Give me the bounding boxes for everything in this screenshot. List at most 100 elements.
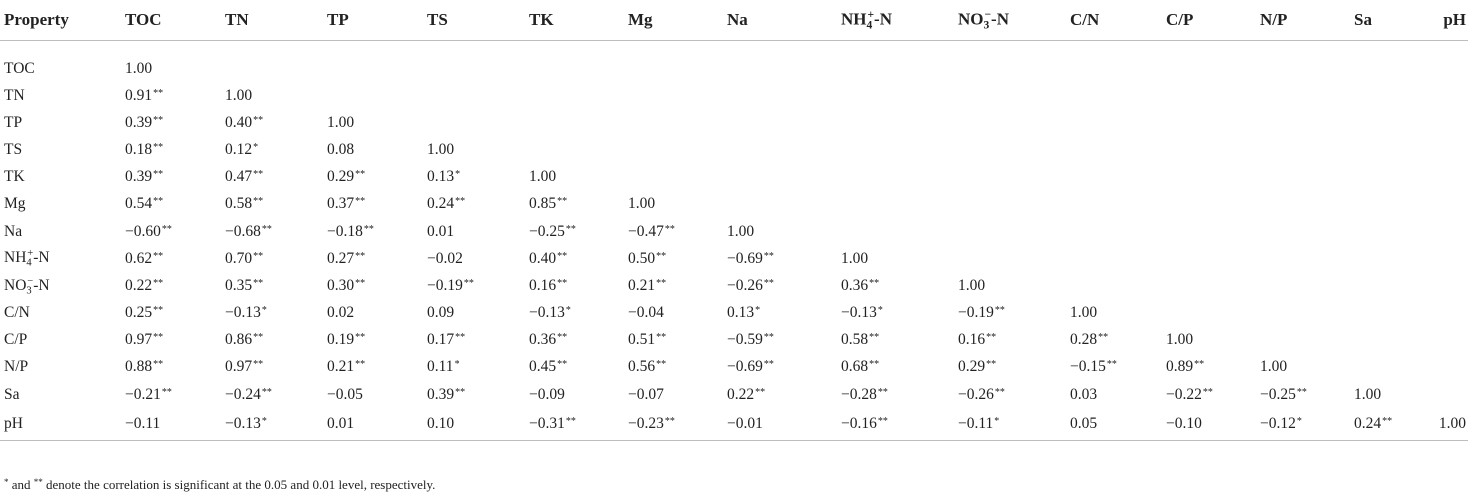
table-cell: 0.03 [1070,385,1098,403]
row-label: C/P [4,331,28,349]
table-cell: −0.09 [529,385,565,403]
table-cell [1350,300,1427,327]
table-cell: −0.11* [954,408,1066,442]
table-cell: −0.04 [628,304,664,322]
table-cell [723,191,837,218]
table-cell: 0.97** [125,331,164,349]
significance-marker: ** [153,305,164,317]
table-cell: 1.00 [125,59,153,77]
table-cell: 0.17** [427,331,466,349]
table-row: NH4+-N 0.62** 0.70** 0.27** −0.02 0.40** 0.50*… [0,245,1468,272]
table-cell [1427,300,1468,327]
table-cell [723,164,837,191]
significance-marker: ** [986,359,997,371]
table-footnote: * and ** denote the correlation is signi… [4,477,435,493]
table-row: Sa −0.21** −0.24** −0.05 0.39** −0.09 −0.07 0.2… [0,381,1468,408]
table-cell [1350,272,1427,299]
table-cell: 0.18** [125,140,164,158]
table-cell: 0.40** [225,113,264,131]
significance-marker: ** [363,223,374,235]
table-cell [525,109,624,136]
table-cell: 0.09 [427,304,455,322]
table-cell: 0.91** [125,86,164,104]
table-cell: −0.60** [125,222,172,240]
table-cell [1350,136,1427,163]
table-cell [1350,354,1427,381]
table-cell: 0.88** [125,358,164,376]
significance-marker: ** [455,196,466,208]
table-header-row: Property TOC TN TP TS TK Mg Na NH4+-N NO3−-N C/N C/… [0,0,1468,41]
table-cell: −0.01 [723,408,837,442]
table-cell: −0.13* [529,304,571,322]
table-row: TOC 1.00 [0,41,1468,83]
significance-marker: * [261,416,267,428]
table-cell: 0.86** [225,331,264,349]
footnote-and-text: and [8,477,34,492]
table-cell: 0.50** [628,249,667,267]
significance-marker: ** [869,359,880,371]
table-cell [954,191,1066,218]
table-cell [954,109,1066,136]
table-cell: −0.26** [727,276,774,294]
column-header-tn: TN [221,0,323,41]
table-cell [1162,272,1256,299]
table-cell: 0.70** [225,249,264,267]
column-header-mg: Mg [624,0,723,41]
table-cell: −0.07 [628,385,664,403]
significance-marker: ** [253,332,264,344]
table-cell: 0.05 [1066,408,1162,442]
significance-marker: ** [253,250,264,262]
table-cell [1162,136,1256,163]
row-label: TK [4,168,25,186]
table-cell [954,218,1066,245]
table-cell: 0.62** [125,249,164,267]
table-cell: 0.29** [958,358,997,376]
significance-marker: ** [656,332,667,344]
table-cell [1350,327,1427,354]
significance-marker: ** [455,386,466,398]
significance-marker: ** [877,416,888,428]
table-cell: −0.25** [529,222,576,240]
column-header-no3-n: NO3−-N [954,0,1066,41]
table-row: C/P 0.97** 0.86** 0.19** 0.17** 0.36** 0.51** −… [0,327,1468,354]
table-cell: −0.25** [1260,385,1307,403]
significance-marker: ** [463,277,474,289]
table-cell: 0.16** [958,331,997,349]
table-cell [221,41,323,83]
column-header-nh4-n: NH4+-N [837,0,954,41]
significance-marker: ** [253,359,264,371]
table-cell [323,41,423,83]
table-cell: 0.40** [529,249,568,267]
table-cell [1066,272,1162,299]
table-row: pH −0.11 −0.13* 0.01 0.10 −0.31** −0.23** −0.01… [0,408,1468,442]
significance-marker: ** [763,359,774,371]
significance-marker: * [755,305,761,317]
column-header-n-p: N/P [1256,0,1350,41]
table-cell: 0.24** [1350,408,1427,442]
significance-marker: ** [355,332,366,344]
table-cell: 0.28** [1070,331,1109,349]
table-cell: −0.13* [221,408,323,442]
table-cell [1256,109,1350,136]
row-label: Sa [4,385,20,403]
significance-marker: ** [763,277,774,289]
table-cell [1256,41,1350,83]
row-label: pH [0,408,121,442]
significance-marker: ** [986,332,997,344]
table-cell [423,82,525,109]
significance-marker: ** [355,169,366,181]
table-cell: −0.12* [1256,408,1350,442]
row-label: Mg [4,195,26,213]
table-cell: 0.13* [727,304,761,322]
table-cell [1427,354,1468,381]
significance-marker: ** [1202,386,1213,398]
significance-marker: * [253,141,259,153]
table-cell: 0.29** [327,168,366,186]
table-cell: 0.12* [225,140,259,158]
significance-marker: ** [565,223,576,235]
table-cell [525,41,624,83]
table-cell [1066,82,1162,109]
significance-marker: ** [869,332,880,344]
table-cell [1256,191,1350,218]
significance-marker: * [994,416,1000,428]
